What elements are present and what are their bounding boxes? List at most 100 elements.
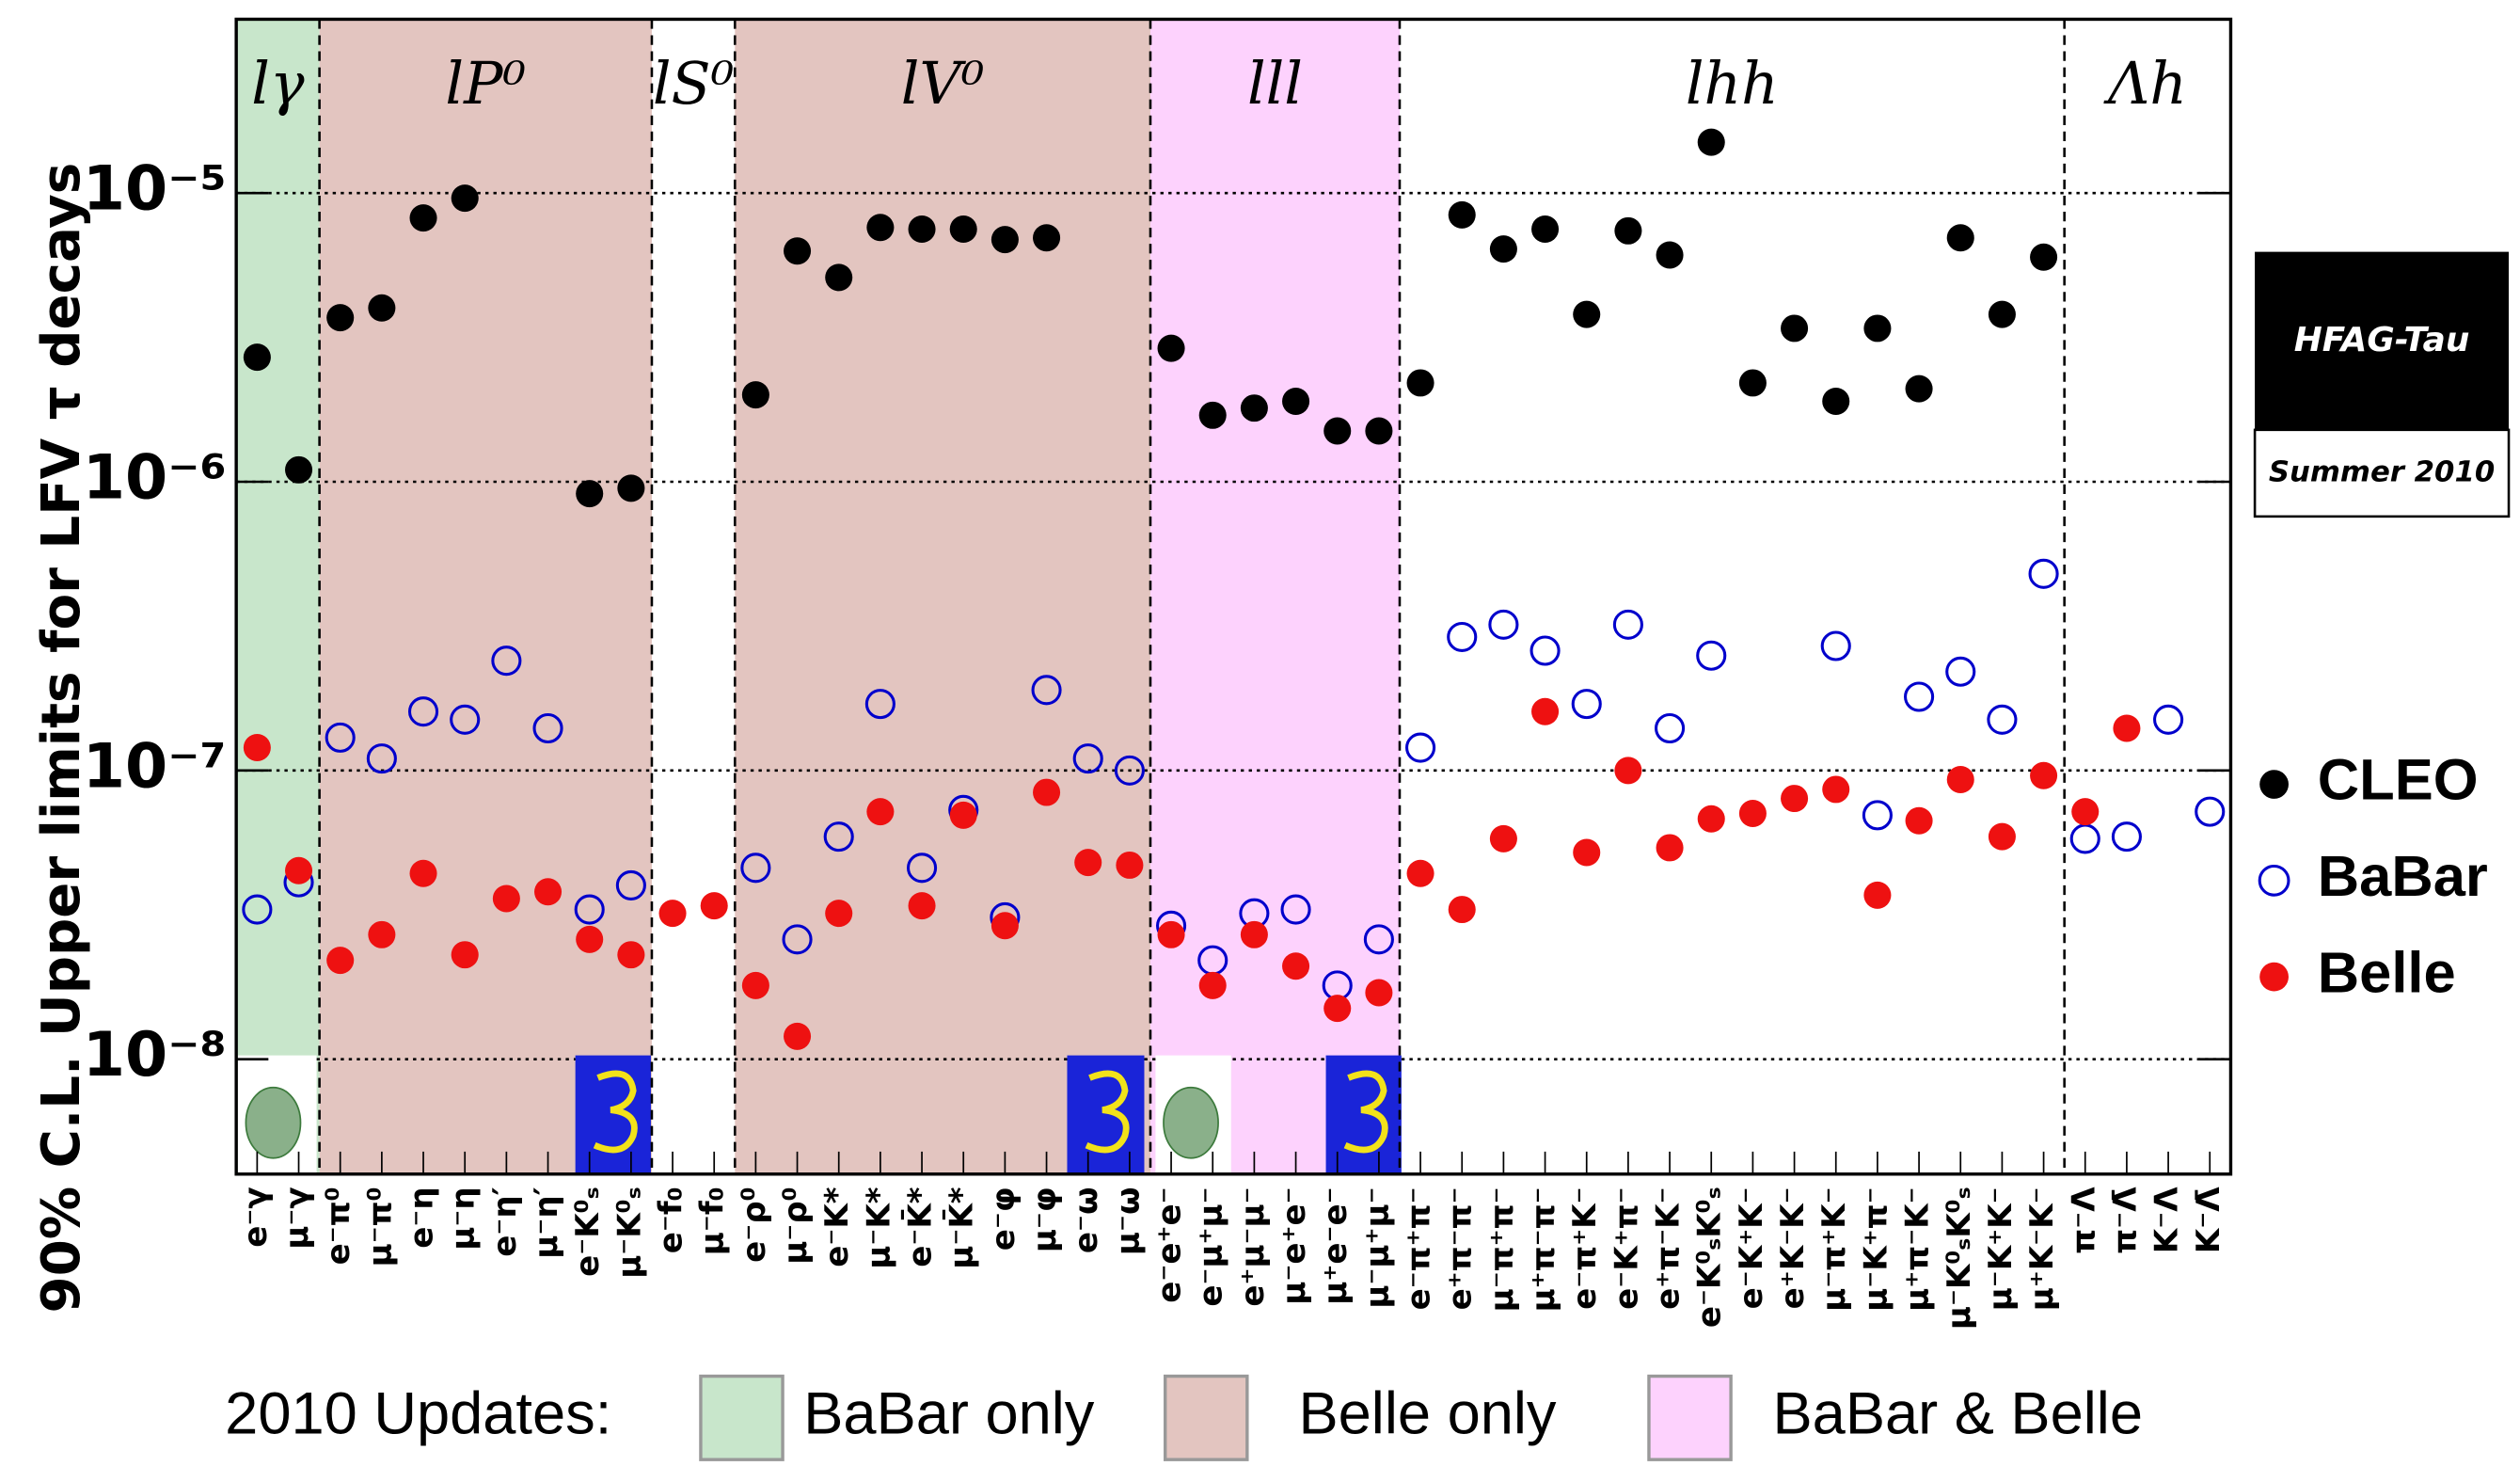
data-point <box>1905 374 1933 403</box>
data-point <box>1157 920 1185 948</box>
x-tick-label: μ⁻K⁰ₛK⁰ₛ <box>1941 1187 1978 1330</box>
y-tick-label: 10⁻⁶ <box>83 443 227 514</box>
x-tick-label: e⁻γ <box>237 1187 275 1247</box>
data-point <box>1531 215 1560 244</box>
data-point <box>740 853 771 884</box>
data-point <box>1822 387 1850 415</box>
data-point <box>242 894 273 925</box>
data-point <box>1074 849 1102 877</box>
babar-logo <box>245 1086 302 1159</box>
data-point <box>1946 766 1974 793</box>
data-point <box>2111 821 2142 853</box>
data-point <box>1282 387 1310 415</box>
data-point <box>782 924 813 955</box>
x-tick-label: π⁻Λ̄ <box>2106 1187 2144 1254</box>
data-point <box>1365 417 1393 445</box>
data-point <box>700 892 728 920</box>
x-tick-label: π⁻Λ <box>2065 1187 2102 1254</box>
x-tick-label: e⁻π⁰ <box>320 1187 357 1265</box>
data-point <box>991 912 1019 940</box>
data-point <box>1904 681 1935 712</box>
badge-title: HFAG-Tau <box>2294 321 2470 359</box>
x-tick-label: μ⁺π⁻π⁻ <box>1525 1187 1562 1312</box>
data-point <box>243 343 271 372</box>
data-point <box>1033 224 1061 252</box>
data-point <box>2195 796 2226 827</box>
data-point <box>2028 558 2059 589</box>
x-tick-label: μ⁺K⁻K⁻ <box>2023 1187 2061 1311</box>
logos <box>237 1055 1402 1174</box>
data-point <box>1946 224 1974 252</box>
data-point <box>908 892 936 920</box>
data-point <box>576 925 604 953</box>
data-point <box>1987 704 2018 735</box>
x-tick-label: μ⁺e⁻e⁻ <box>1317 1187 1355 1304</box>
data-point <box>1820 630 1851 661</box>
updates-swatch <box>699 1374 785 1461</box>
data-point <box>784 237 812 265</box>
data-point <box>617 941 645 969</box>
updates-label: BaBar & Belle <box>1773 1381 2143 1447</box>
data-point <box>1696 640 1727 671</box>
updates-title: 2010 Updates: <box>225 1381 611 1447</box>
data-point <box>1488 609 1519 640</box>
data-point <box>1448 200 1476 229</box>
data-point <box>1781 314 1809 343</box>
belle-logo <box>593 1070 638 1154</box>
belle-logo <box>1343 1070 1388 1154</box>
data-point <box>1365 979 1393 1007</box>
x-tick-label: e⁻μ⁺μ⁻ <box>1193 1187 1230 1306</box>
data-point <box>1033 778 1061 806</box>
data-point <box>1822 775 1850 804</box>
x-tick-label: μ⁺π⁻K⁻ <box>1899 1187 1937 1311</box>
x-tick-label: e⁻K̄* <box>899 1187 939 1267</box>
x-tick-label: μ⁻K⁰ₛ <box>610 1187 648 1278</box>
legend-marker <box>2258 864 2290 897</box>
badge-box <box>2255 251 2510 430</box>
group-label: lS⁰ <box>653 51 734 118</box>
data-point <box>1655 712 1686 744</box>
bands <box>236 19 1400 1174</box>
x-tick-label: K⁻Λ <box>2148 1187 2186 1253</box>
data-point <box>784 1022 812 1050</box>
data-point <box>615 869 646 900</box>
data-point <box>1489 235 1517 263</box>
data-point <box>326 947 355 975</box>
x-tick-label: e⁺π⁻K⁻ <box>1650 1187 1688 1309</box>
data-point <box>825 900 853 928</box>
legend-label: BaBar <box>2318 844 2488 909</box>
data-point <box>991 226 1019 254</box>
data-point <box>1282 952 1310 980</box>
data-point <box>864 689 895 720</box>
data-point <box>825 263 853 292</box>
x-tick-label: μ⁻π⁺K⁻ <box>1815 1187 1853 1311</box>
data-point <box>1988 300 2016 328</box>
group-band <box>236 19 320 1174</box>
x-tick-label: e⁻f₀ <box>653 1187 690 1253</box>
x-tick-label: e⁻K⁺π⁻ <box>1608 1187 1645 1309</box>
data-point <box>1988 822 2016 851</box>
data-point <box>1323 995 1352 1023</box>
data-point <box>532 712 563 744</box>
updates-swatch <box>1163 1374 1249 1461</box>
data-point <box>1406 859 1434 887</box>
data-point <box>2030 243 2058 271</box>
data-point <box>1406 369 1434 397</box>
data-point <box>1198 401 1227 429</box>
data-point <box>1738 369 1767 397</box>
data-point <box>1198 971 1227 999</box>
y-tick-label: 10⁻⁷ <box>83 731 227 802</box>
plot-frame <box>234 17 2233 1176</box>
data-point <box>1781 785 1809 813</box>
data-point <box>1363 924 1394 955</box>
data-point <box>451 941 479 969</box>
data-point <box>1697 805 1725 833</box>
x-tick-label: μ⁻e⁺e⁻ <box>1276 1187 1313 1304</box>
data-point <box>366 743 397 774</box>
x-tick-label: e⁻ρ⁰ <box>736 1187 773 1262</box>
x-tick-label: μ⁻ω <box>1109 1187 1147 1255</box>
data-point <box>1529 635 1561 666</box>
data-point <box>407 696 439 727</box>
group-band <box>319 19 652 1174</box>
